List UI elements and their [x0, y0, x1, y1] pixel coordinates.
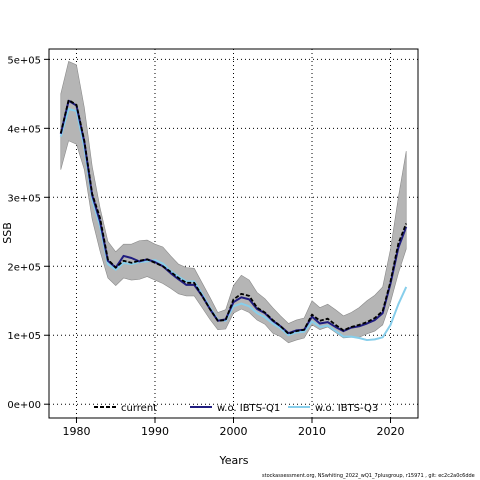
y-tick-label: 4e+05: [7, 124, 41, 135]
y-tick-label: 2e+05: [7, 262, 41, 273]
series-line-w-o-ibts-q3: [59, 108, 408, 342]
y-tick-label: 5e+05: [7, 55, 41, 66]
x-tick-label: 1990: [141, 425, 169, 438]
legend-label: current: [121, 403, 157, 414]
y-tick-label: 3e+05: [7, 193, 41, 204]
y-tick-label: 0e+00: [7, 400, 41, 411]
x-tick-label: 2010: [298, 425, 326, 438]
footer-text: stockassessment.org, NSwhiting_2022_wQ1_…: [262, 473, 475, 479]
x-tick-label: 2000: [220, 425, 248, 438]
confidence-band: [60, 60, 407, 344]
confidence-band-area: [60, 60, 407, 344]
x-axis: 1980 1990 2000 2010 2020: [62, 418, 405, 438]
legend-label: w.o. IBTS-Q1: [217, 403, 280, 414]
legend-label: w.o. IBTS-Q3: [315, 403, 378, 414]
grid: [49, 49, 418, 418]
x-tick-label: 1980: [62, 425, 90, 438]
legend: current w.o. IBTS-Q1 w.o. IBTS-Q3: [94, 403, 378, 414]
x-tick-label: 2020: [377, 425, 405, 438]
y-tick-label: 1e+05: [7, 331, 41, 342]
series-lines: [59, 99, 408, 342]
y-axis-label: SSB: [1, 222, 14, 244]
series-line-current: [59, 99, 408, 335]
x-axis-label: Years: [218, 454, 248, 467]
y-axis: 0e+00 1e+05 2e+05 3e+05 4e+05 5e+05: [7, 55, 49, 411]
